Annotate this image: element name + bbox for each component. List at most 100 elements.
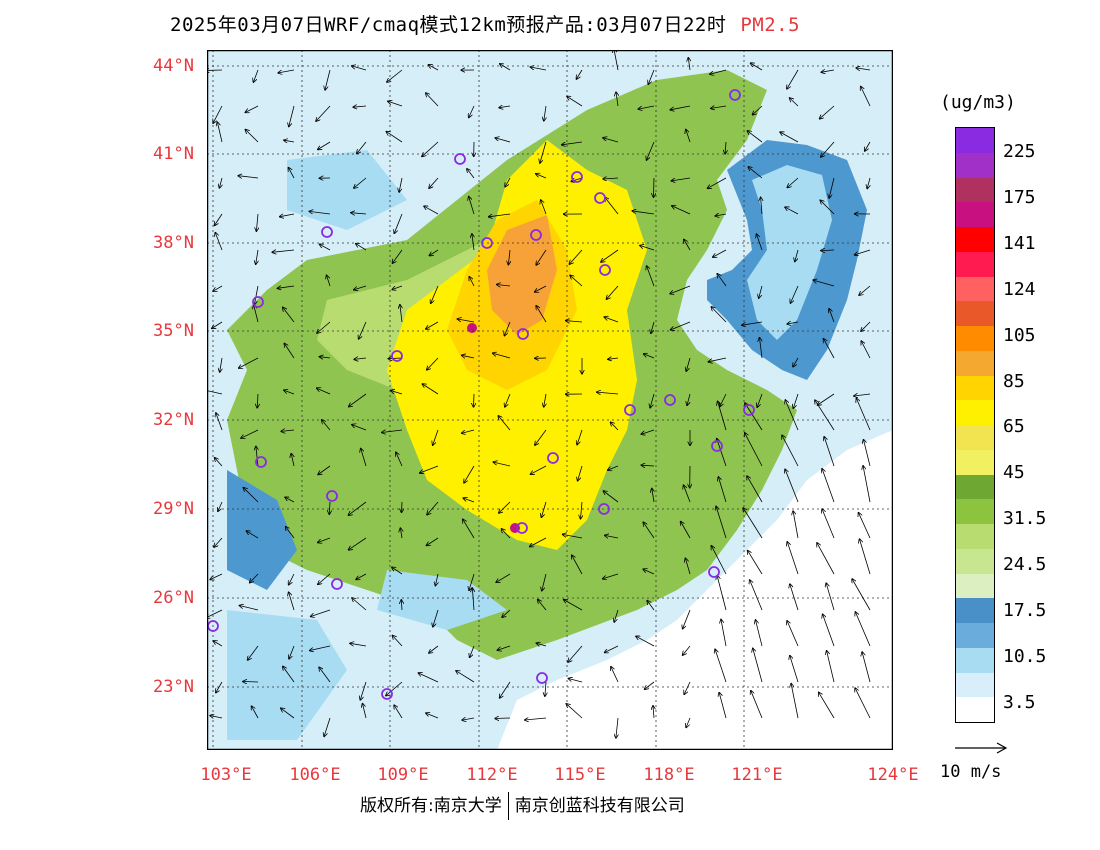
wind-arrow [566,321,583,322]
wind-arrow [569,249,583,264]
wind-arrow [650,393,655,408]
wind-arrow [351,213,367,214]
wind-arrow [428,65,439,71]
wind-arrow [392,636,403,647]
wind-arrow [536,174,547,179]
station-marker[interactable] [729,89,741,101]
wind-arrow [311,609,331,617]
wind-arrow [363,704,367,719]
wind-arrow [317,388,331,395]
wind-arrow [820,105,835,119]
wind-arrow [751,63,763,71]
wind-arrow [320,357,331,358]
wind-arrow [603,573,619,579]
wind-arrow [388,358,403,359]
inland-blue-2 [377,570,507,630]
wind-arrow [536,306,547,323]
wind-arrow [252,706,259,719]
wind-arrow [718,401,727,431]
wind-arrow [216,413,223,431]
wind-arrow [289,592,295,611]
wind-arrow [859,513,871,539]
color-swatch [956,548,994,574]
wind-arrow [535,285,547,292]
lon-label: 109°E [377,765,429,785]
wind-arrow [670,105,691,110]
station-marker[interactable] [381,688,393,700]
station-marker[interactable] [743,404,755,416]
wind-arrow [745,403,763,431]
wind-arrow [357,141,367,154]
wind-arrow [462,718,475,720]
wind-arrow [605,535,619,538]
wind-arrow [638,105,655,109]
wind-arrow [715,649,727,683]
station-marker[interactable] [331,578,343,590]
wind-arrow [563,534,583,539]
wind-arrow [281,430,295,431]
wind-arrow [708,357,727,362]
wind-arrow [787,322,799,324]
station-marker[interactable] [708,566,720,578]
station-marker[interactable] [571,171,583,183]
station-marker[interactable] [664,394,676,406]
station-marker[interactable] [481,237,493,249]
wind-arrow [611,667,619,683]
wind-arrow [256,447,258,467]
wind-arrow [757,234,763,251]
station-marker[interactable] [530,229,542,241]
station-marker[interactable] [517,328,529,340]
wind-arrow [711,307,727,323]
wind-arrow [289,105,295,127]
station-marker[interactable] [599,264,611,276]
wind-arrow [319,667,331,683]
wind-arrow [865,141,871,151]
station-marker[interactable] [454,153,466,165]
wind-arrow [710,69,727,74]
station-marker[interactable] [624,404,636,416]
wind-arrow [860,539,871,575]
wind-arrow [531,465,547,474]
station-marker[interactable] [516,522,528,534]
wind-arrow [790,98,799,107]
station-marker[interactable] [711,440,723,452]
wind-arrow [718,477,727,503]
legend-label: 105 [1003,325,1036,346]
wind-arrow [394,213,403,233]
station-marker[interactable] [255,456,267,468]
color-bar [955,127,995,723]
wind-arrow [852,579,871,611]
wind-arrow [822,509,835,539]
station-marker[interactable] [252,296,264,308]
wind-arrow [684,240,691,251]
station-marker[interactable] [536,672,548,684]
inland-blue-3 [227,610,347,740]
wind-arrow [489,213,511,217]
wind-arrow [541,200,547,215]
wind-arrow [603,178,619,179]
yellow-sea-inner [747,165,832,340]
color-swatch [956,474,994,500]
wind-arrow [681,522,691,539]
wind-arrow [640,246,655,251]
wind-arrow [254,305,259,323]
station-marker[interactable] [391,350,403,362]
wind-arrow [715,214,727,216]
station-marker[interactable] [594,192,606,204]
station-marker[interactable] [321,226,333,238]
station-marker[interactable] [326,490,338,502]
wind-arrow [787,621,799,647]
wind-arrow [817,543,835,575]
legend-label: 85 [1003,371,1025,392]
wind-arrow [538,600,547,611]
station-marker[interactable] [598,503,610,515]
wind-arrow [562,141,583,145]
pm25-map[interactable] [206,49,894,758]
color-swatch [956,697,994,722]
station-markers [207,89,755,700]
wind-arrow [867,177,870,189]
legend-label: 225 [1003,141,1036,162]
station-marker[interactable] [547,452,559,464]
lon-label: 112°E [466,765,518,785]
wind-arrow [493,462,511,467]
